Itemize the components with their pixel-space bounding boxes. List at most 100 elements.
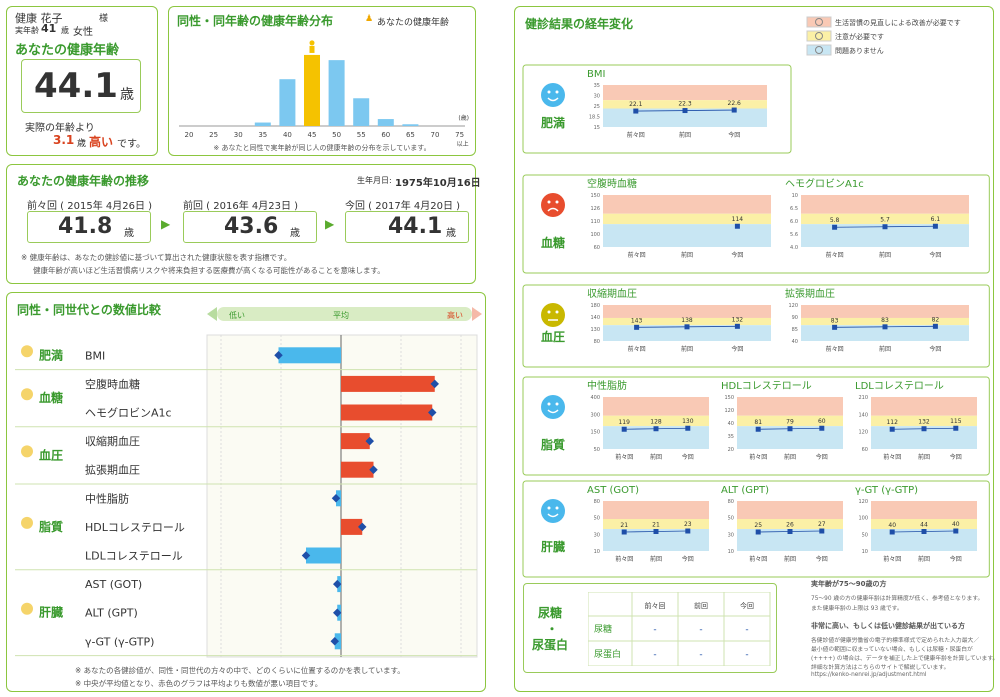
marker [331,494,341,503]
y-tick: 140 [858,412,868,418]
data-label: 5.8 [830,217,840,224]
x-tick: 今回 [950,453,962,461]
item-label: 中性脂肪 [85,491,129,505]
item-label: 空腹時血糖 [85,377,140,391]
section-box [522,284,990,368]
info-url[interactable]: https://kenko-nenrei.jp/adjustment.html [811,672,927,678]
x-tick: 今回 [728,131,740,139]
legend-swatch [806,30,832,42]
patient-name: 健康 花子 [15,12,63,25]
bar-65 [402,124,419,126]
y-tick: 10 [862,549,868,555]
data-point [734,323,740,329]
y-tick: 90 [792,315,798,321]
band-blue [603,224,771,247]
y-tick: 400 [590,395,600,401]
age-label: 実年齢 [15,26,39,35]
series-line [624,530,688,533]
smile-face-icon [541,83,565,107]
scale-low: 低い [229,310,245,320]
trend-value-prev2: 41.8 [58,214,113,239]
distribution-note: ※ あなたと同性で実年齢が同じ人の健康年齢の分布を示しています。 [213,143,430,152]
band-yellow [801,317,969,326]
x-tick: 今回 [731,251,743,259]
group-icon-4 [21,602,33,615]
x-tick: 今回 [682,555,694,563]
section-box [522,174,990,274]
data-label: 27 [818,521,826,528]
bar-HDLコレステロール [341,518,363,535]
y-tick: 15 [594,125,600,131]
trend-box-current: 44.1 歳 [345,211,469,243]
section-group-3: 脂質 [540,437,565,452]
health-age-title: あなたの健康年齢 [15,43,120,58]
section-group-1: 血糖 [541,235,565,250]
band-yellow [603,213,771,225]
band-blue [603,426,709,449]
distribution-legend: あなたの健康年齢 [377,18,450,28]
face-eye [547,402,551,406]
info-text-2c: (++++) の場合は、データを補正した上で健康年齢を計算しています。 [811,656,999,662]
chart-title: γ-GT (γ-GTP) [855,485,918,496]
history-charts: 肥満BMI35302518.51522.1前々回22.3前回22.6今回血糖空腹… [522,64,990,578]
y-tick: 130 [590,327,600,333]
band-red [801,195,969,214]
group-label-4: 肝臓 [39,605,63,620]
x-tick: 前々回 [615,555,633,563]
face-mouth [547,97,559,102]
x-tick: 今回 [731,345,743,353]
data-label: 44 [920,522,928,529]
band-blue [603,529,709,551]
y-tick: 35 [728,434,734,440]
comparison-panel: 同性・同世代との数値比較 低い 平均 高い 肥満 BMI 血糖 空腹時血糖 ヘモグロビンA1c… [6,292,486,692]
series-line [892,427,956,430]
chart-title: ヘモグロビンA1c [785,177,864,190]
series-line [758,530,822,533]
x-tick: 前々回 [628,251,646,259]
arrow-right-icon: ▶ [325,217,335,231]
y-tick: 50 [862,532,868,538]
item-label: γ-GT (γ-GTP) [85,635,154,648]
history-title: 健診結果の経年変化 [525,17,634,31]
info-text-2b: 最小値の範囲に収まっていない場合、もしくは尿糖・尿蛋白が [811,647,973,653]
y-tick: 120 [788,303,798,309]
data-point [734,223,740,229]
info-text-1: 75～90 歳の方の健康年齢は計算精度が低く、参考値となります。 [811,596,984,602]
chart-title: 拡張期血圧 [785,287,835,300]
chart-title: 収縮期血圧 [587,287,637,300]
health-age-box: 44.1 歳 [21,59,141,113]
marker [365,436,374,446]
urine-value: - [699,650,702,660]
y-tick: 210 [858,395,868,401]
data-point [832,324,838,330]
urine-header: 前々回 [645,601,666,610]
info-text-2d: 詳細な計算方法はこちらのサイトで解説しています。 [811,665,950,671]
series-line [758,427,822,430]
x-tick: 今回 [929,251,941,259]
band-blue [737,426,843,449]
diff-suffix: です。 [117,139,146,150]
data-label: 21 [652,522,660,529]
band-blue [801,224,969,247]
y-tick: 40 [728,421,734,427]
arrow-right-icon [472,307,482,321]
item-label: 収縮期血圧 [85,434,140,448]
face-eye [547,200,551,204]
y-tick: 20 [728,447,734,453]
person-head [309,40,315,46]
series-line [892,530,956,533]
age-value: 41 [41,22,57,35]
honorific: 様 [99,14,109,24]
bar-45 [304,54,320,126]
data-label: 22.3 [678,101,692,108]
table-frame [588,592,771,666]
x-tick: 今回 [929,345,941,353]
y-tick: 180 [590,303,600,309]
y-tick: 80 [594,339,600,345]
chart-title: AST (GOT) [587,485,639,496]
item-label: HDLコレステロール [85,521,185,534]
face-eye [555,402,559,406]
data-label: 25 [754,522,762,529]
band-blue [603,108,767,127]
bar-50 [328,60,345,127]
